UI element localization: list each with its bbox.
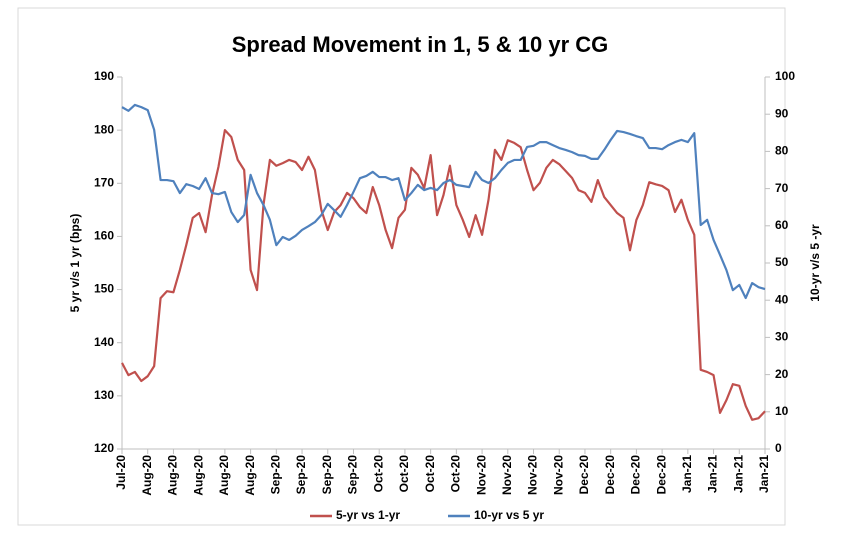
x-tick-label: Jan-21 — [680, 455, 694, 493]
x-tick-label: Jul-20 — [114, 455, 128, 490]
x-tick-label: Aug-20 — [243, 455, 257, 496]
y-tick-label: 120 — [94, 441, 114, 455]
y-tick-label: 150 — [94, 282, 114, 296]
x-tick-label: Aug-20 — [191, 455, 205, 496]
y2-tick-label: 80 — [775, 144, 789, 158]
x-tick-label: Jan-21 — [731, 455, 745, 493]
x-tick-label: Dec-20 — [654, 455, 668, 495]
x-tick-label: Nov-20 — [551, 455, 565, 495]
y-tick-label: 140 — [94, 335, 114, 349]
y-tick-label: 130 — [94, 388, 114, 402]
y-tick-label: 190 — [94, 69, 114, 83]
x-tick-label: Jan-21 — [706, 455, 720, 493]
y2-tick-label: 70 — [775, 181, 789, 195]
y2-axis-title: 10-yr v/s 5 -yr — [808, 224, 822, 302]
y-axis-title: 5 yr v/s 1 yr (bps) — [68, 214, 82, 313]
x-tick-label: Nov-20 — [500, 455, 514, 495]
x-tick-label: Oct-20 — [371, 455, 385, 493]
x-tick-label: Dec-20 — [629, 455, 643, 495]
legend-label: 10-yr vs 5 yr — [474, 508, 544, 522]
y2-tick-label: 10 — [775, 404, 789, 418]
y-tick-label: 170 — [94, 175, 114, 189]
x-tick-label: Aug-20 — [166, 455, 180, 496]
y2-tick-label: 20 — [775, 367, 789, 381]
series-line — [121, 129, 766, 421]
y-tick-label: 160 — [94, 229, 114, 243]
x-tick-label: Jan-21 — [757, 455, 771, 493]
x-tick-label: Nov-20 — [526, 455, 540, 495]
x-tick-label: Dec-20 — [577, 455, 591, 495]
x-tick-label: Sep-20 — [268, 455, 282, 495]
x-tick-label: Nov-20 — [474, 455, 488, 495]
x-tick-label: Dec-20 — [603, 455, 617, 495]
y2-tick-label: 90 — [775, 106, 789, 120]
chart-frame — [17, 7, 786, 526]
y2-tick-label: 0 — [775, 441, 782, 455]
legend-label: 5-yr vs 1-yr — [336, 508, 400, 522]
x-tick-label: Aug-20 — [140, 455, 154, 496]
x-tick-label: Sep-20 — [294, 455, 308, 495]
x-tick-label: Sep-20 — [346, 455, 360, 495]
x-tick-label: Aug-20 — [217, 455, 231, 496]
y2-tick-label: 100 — [775, 69, 795, 83]
y2-tick-label: 50 — [775, 255, 789, 269]
chart-title: Spread Movement in 1, 5 & 10 yr CG — [232, 32, 609, 57]
x-tick-label: Sep-20 — [320, 455, 334, 495]
y2-tick-label: 60 — [775, 218, 789, 232]
series-line — [121, 103, 766, 300]
x-tick-label: Oct-20 — [449, 455, 463, 493]
y-tick-label: 180 — [94, 122, 114, 136]
x-tick-label: Oct-20 — [397, 455, 411, 493]
y2-tick-label: 40 — [775, 292, 789, 306]
x-tick-label: Oct-20 — [423, 455, 437, 493]
y2-tick-label: 30 — [775, 330, 789, 344]
